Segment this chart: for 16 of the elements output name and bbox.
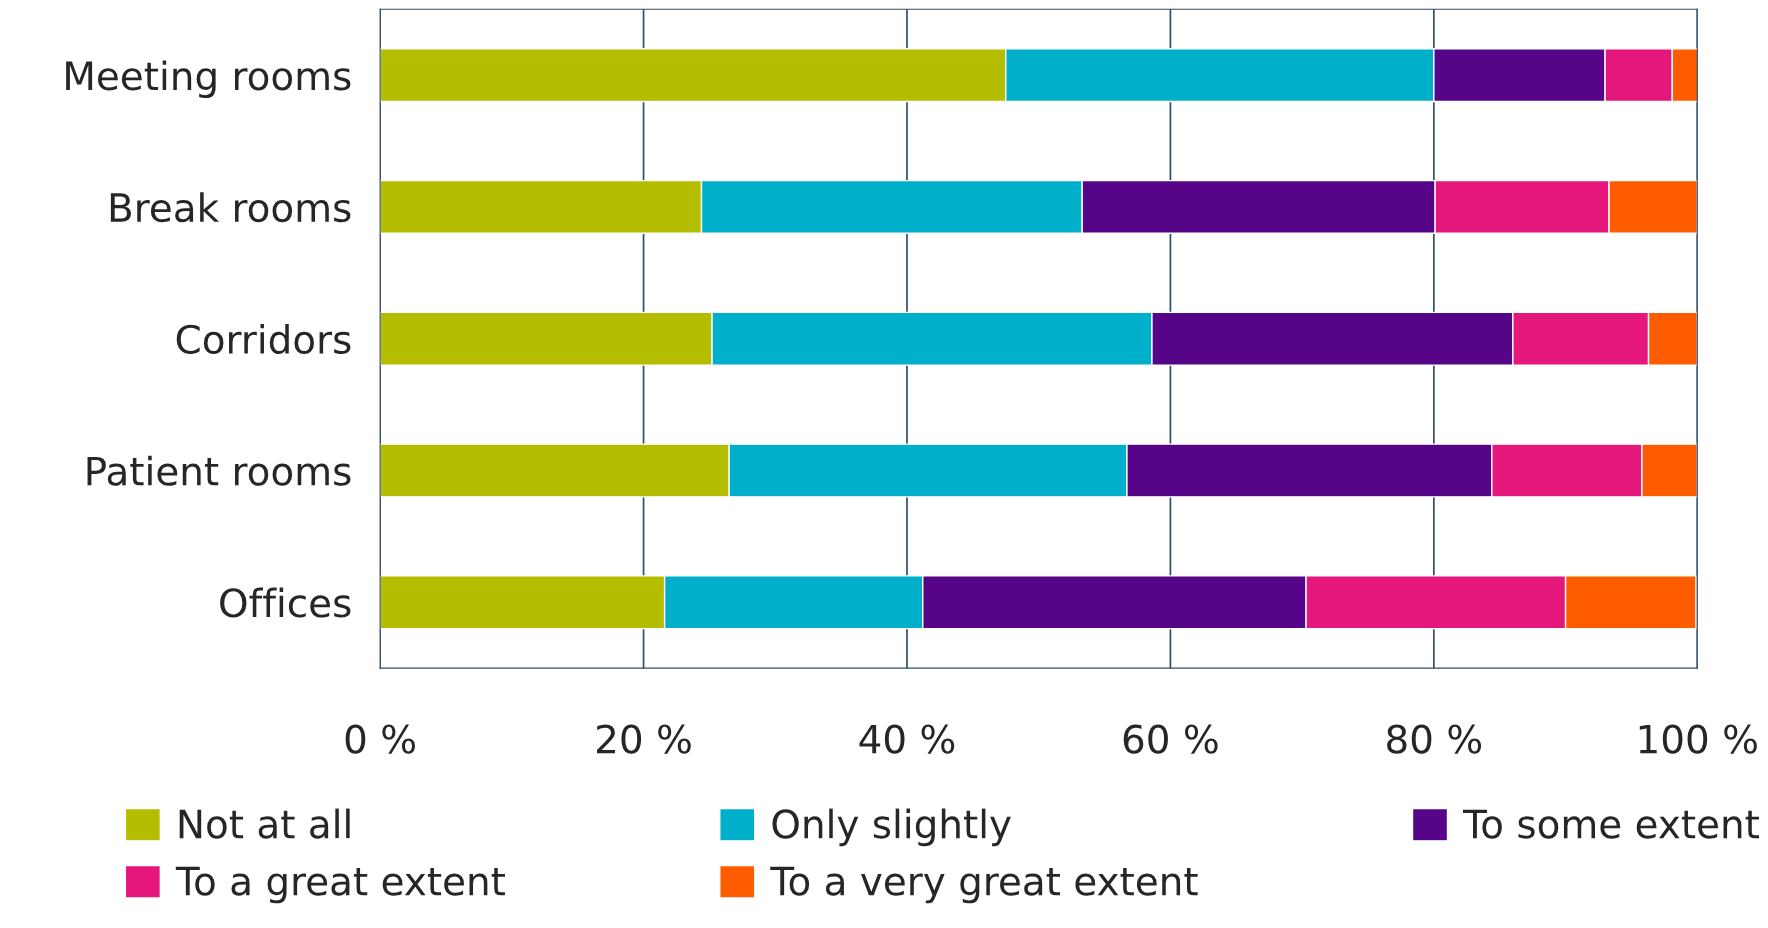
x-tick-label: 20 % <box>597 724 691 754</box>
legend-label: To some extent <box>1462 809 1759 839</box>
x-tick-label: 40 % <box>859 724 955 754</box>
legend-label: To a great extent <box>175 866 505 904</box>
y-tick-label: Break rooms <box>110 192 351 223</box>
y-tick-label: Meeting rooms <box>66 60 351 99</box>
x-tick-label: 0 % <box>345 724 415 754</box>
x-tick-label: 100 % <box>1639 724 1757 754</box>
x-tick-label: 60 % <box>1123 724 1218 754</box>
legend-label: Only slightly <box>772 808 1011 847</box>
y-tick-label: Offices <box>220 587 351 618</box>
y-tick-label: Patient rooms <box>87 455 351 486</box>
legend-label: To a very great extent <box>770 866 1198 904</box>
legend-label: Not at all <box>179 808 350 839</box>
x-tick-label: 80 % <box>1387 724 1482 754</box>
y-tick-label: Corridors <box>176 323 351 355</box>
